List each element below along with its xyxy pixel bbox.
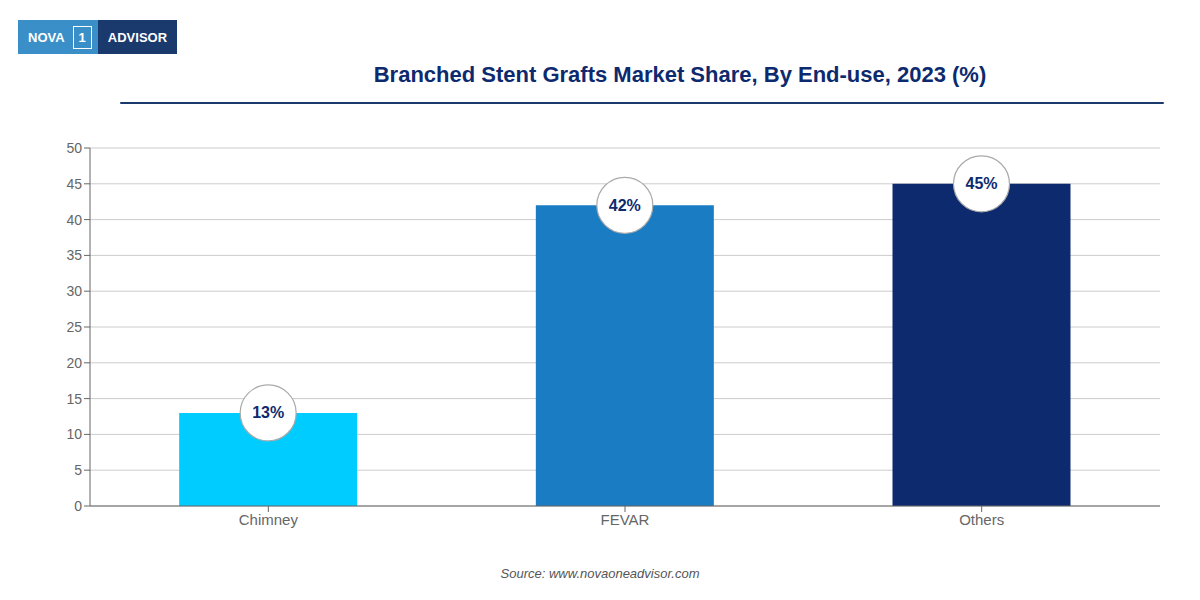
svg-text:10: 10 (66, 426, 82, 442)
svg-text:40: 40 (66, 212, 82, 228)
svg-text:13%: 13% (252, 404, 284, 421)
svg-text:35: 35 (66, 247, 82, 263)
svg-text:20: 20 (66, 355, 82, 371)
svg-text:45%: 45% (965, 175, 997, 192)
html-text:Source: www.novaoneadvisor.com: Source: www.novaoneadvisor.com (500, 566, 700, 581)
svg-text:30: 30 (66, 283, 82, 299)
html-text:1: 1 (78, 29, 86, 45)
svg-text:5: 5 (74, 462, 82, 478)
svg-text:42%: 42% (609, 197, 641, 214)
svg-text:0: 0 (74, 498, 82, 514)
svg-text:FEVAR: FEVAR (601, 511, 650, 528)
html-text:NOVA: NOVA (28, 29, 65, 45)
html-text:ADVISOR: ADVISOR (107, 29, 168, 45)
svg-text:25: 25 (66, 319, 82, 335)
svg-text:15: 15 (66, 391, 82, 407)
svg-text:Chimney: Chimney (239, 511, 299, 528)
html-text:Branched Stent Grafts Market S: Branched Stent Grafts Market Share, By E… (373, 62, 987, 87)
svg-text:45: 45 (66, 176, 82, 192)
svg-text:Others: Others (959, 511, 1004, 528)
svg-text:50: 50 (66, 140, 82, 156)
